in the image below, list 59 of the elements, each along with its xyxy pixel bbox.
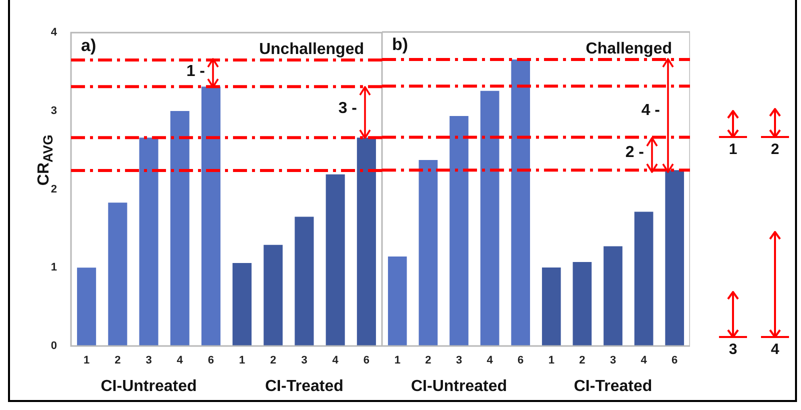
- x-tick-label: 6: [518, 354, 524, 367]
- chart-title: b): [392, 35, 408, 54]
- bar: [232, 262, 252, 346]
- bar: [294, 216, 314, 346]
- text: Unchallenged: [259, 41, 364, 58]
- x-tick-label: 4: [176, 354, 184, 367]
- bar: [480, 90, 500, 346]
- bar: [542, 268, 561, 346]
- annotation: 3 -: [337, 100, 357, 118]
- x-tick-label: 1: [548, 354, 554, 367]
- bar: [572, 262, 592, 346]
- x-tick-label: 3: [610, 354, 616, 367]
- y-tick-label: 1: [50, 262, 57, 274]
- x-tick-label: 3: [146, 354, 152, 367]
- y-tick-label: 0: [50, 340, 57, 352]
- text: CI-Untreated: [410, 378, 508, 396]
- bar: [511, 59, 530, 346]
- bar: [170, 110, 190, 346]
- bar: [201, 86, 220, 346]
- bar: [604, 246, 622, 346]
- x-tick-label: 2: [579, 354, 586, 367]
- x-tick-label: 1: [238, 354, 246, 367]
- y-tick-label: 3: [50, 104, 57, 117]
- text: 2: [770, 141, 780, 158]
- bar: [634, 212, 654, 346]
- annotation: 2 -: [624, 144, 644, 162]
- y-tick-label: 2: [50, 183, 57, 196]
- x-tick-label: 4: [332, 354, 340, 367]
- x-tick-label: 2: [270, 354, 276, 367]
- text: Challenged: [586, 40, 672, 58]
- x-tick-label: 3: [456, 354, 462, 367]
- text: CI-Treated: [572, 378, 654, 396]
- bar: [77, 268, 96, 346]
- x-tick-label: 6: [363, 354, 370, 367]
- text: CI-Treated: [264, 378, 344, 396]
- x-tick-label: 2: [425, 354, 432, 367]
- bar: [139, 138, 158, 346]
- text: CI-Untreated: [100, 378, 198, 396]
- bar: [108, 202, 128, 346]
- x-tick-label: 4: [640, 354, 648, 367]
- bar: [665, 170, 684, 346]
- annotation: 4 -: [640, 102, 660, 120]
- annotation: 1 -: [185, 63, 205, 81]
- x-tick-label: 6: [208, 354, 214, 367]
- x-tick-label: 1: [83, 354, 90, 367]
- bar: [388, 256, 407, 346]
- bar: [356, 138, 376, 346]
- y-tick-label: 4: [50, 26, 58, 39]
- x-tick-label: 3: [301, 354, 308, 367]
- bar: [264, 244, 283, 346]
- x-tick-label: 4: [486, 354, 494, 367]
- text: 1: [728, 141, 738, 158]
- x-tick-label: 6: [672, 354, 678, 367]
- x-tick-label: 2: [114, 354, 121, 367]
- x-tick-label: 1: [394, 354, 400, 367]
- bar: [418, 160, 438, 346]
- chart-title: a): [81, 36, 96, 55]
- bar: [450, 116, 468, 346]
- bar: [326, 174, 345, 346]
